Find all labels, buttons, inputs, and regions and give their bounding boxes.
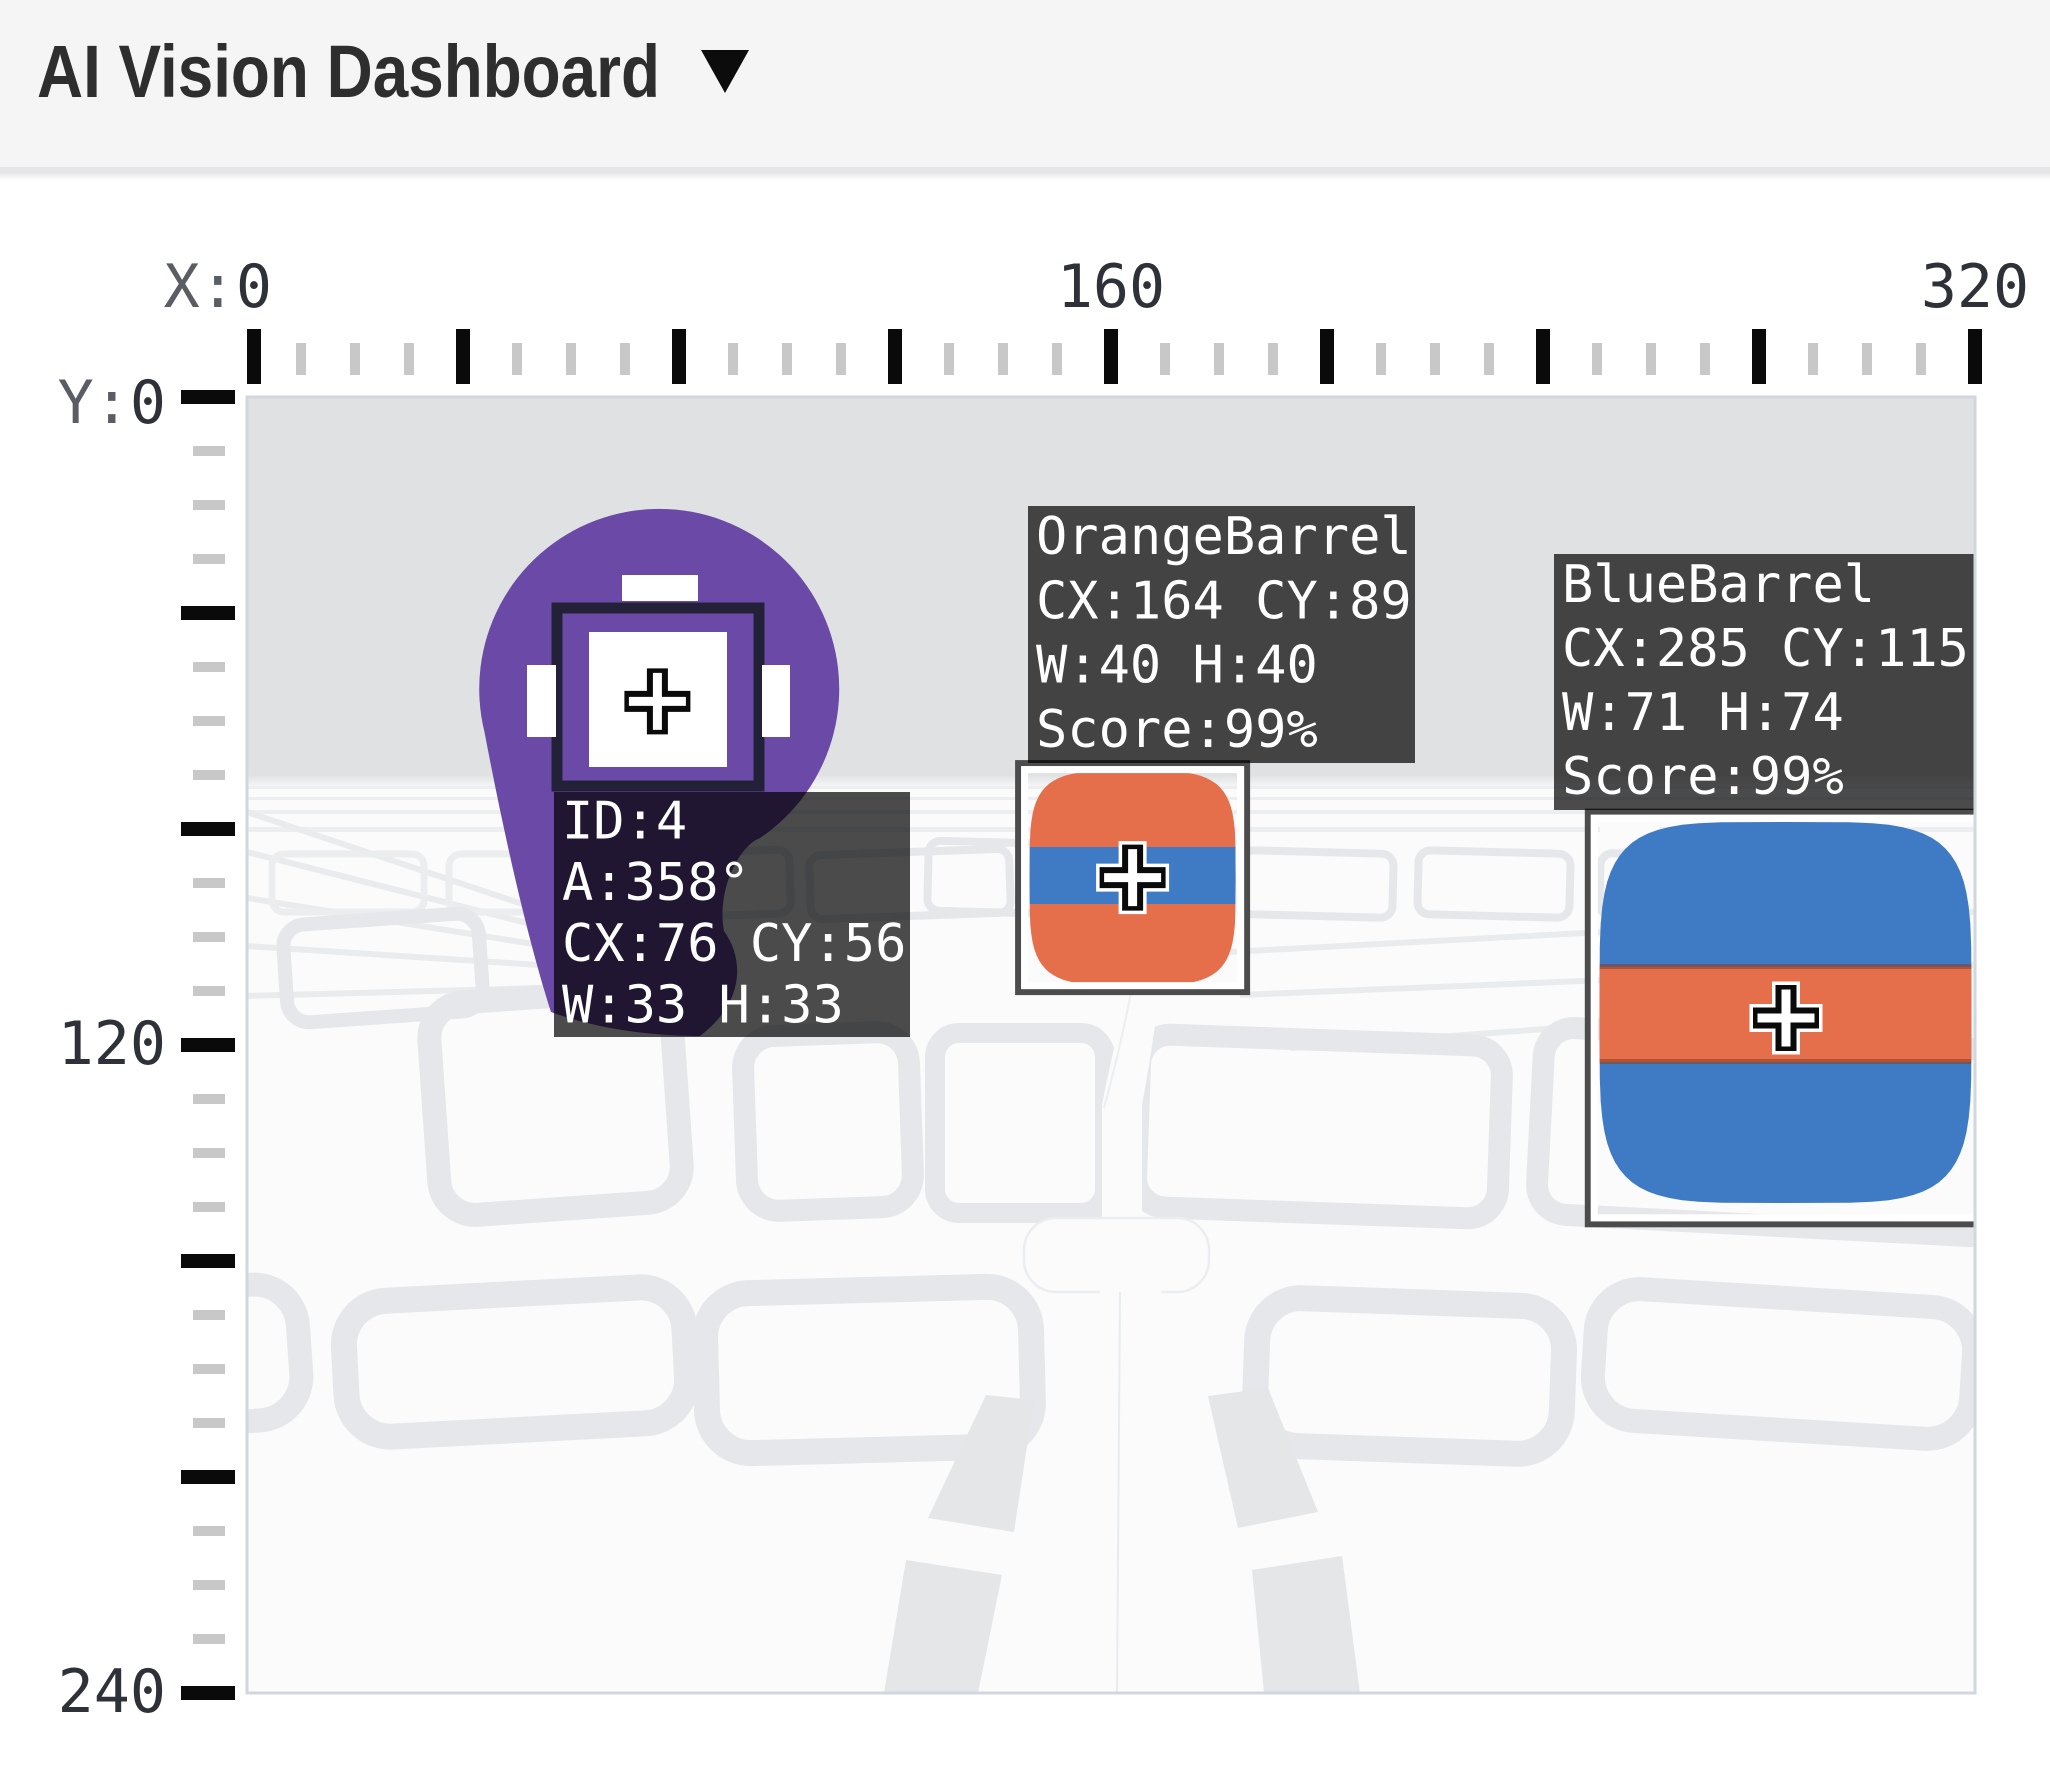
svg-text:Y:0: Y:0 [58,368,166,438]
svg-text:OrangeBarrel: OrangeBarrel [1036,507,1412,567]
svg-text:AI Vision Dashboard: AI Vision Dashboard [37,30,660,113]
svg-text:CX:285 CY:115: CX:285 CY:115 [1562,619,1969,679]
svg-text:A:358°: A:358° [562,853,750,913]
svg-text:Score:99%: Score:99% [1036,700,1318,760]
svg-text:BlueBarrel: BlueBarrel [1562,555,1875,615]
svg-text:160: 160 [1057,252,1165,322]
svg-text:320: 320 [1921,252,2029,322]
svg-text:W:33 H:33: W:33 H:33 [562,975,844,1035]
svg-text:CX:76 CY:56: CX:76 CY:56 [562,914,906,974]
svg-text:Score:99%: Score:99% [1562,747,1844,807]
svg-text:W:40 H:40: W:40 H:40 [1036,636,1318,696]
svg-text:W:71 H:74: W:71 H:74 [1562,683,1844,743]
svg-text:120: 120 [58,1009,166,1079]
svg-text:ID:4: ID:4 [562,792,687,852]
svg-text:240: 240 [58,1657,166,1727]
svg-text:X:0: X:0 [164,252,272,322]
svg-text:CX:164 CY:89: CX:164 CY:89 [1036,571,1412,631]
